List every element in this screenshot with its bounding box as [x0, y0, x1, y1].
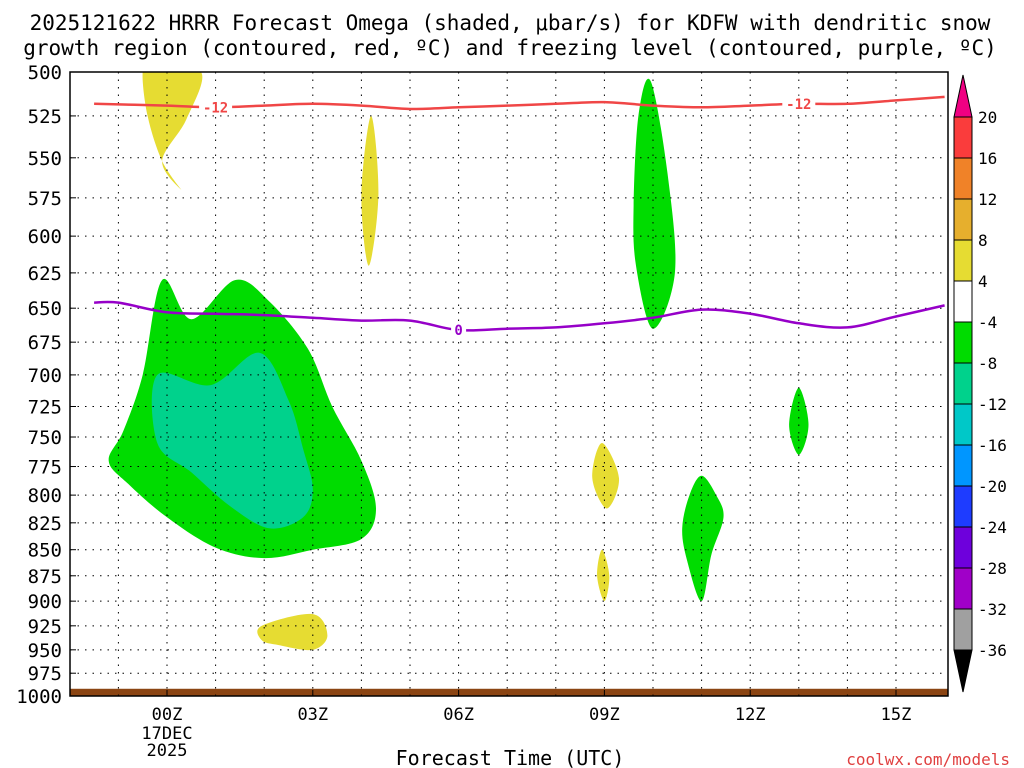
y-tick-label: 600: [28, 226, 62, 248]
y-tick-label: 525: [28, 106, 62, 128]
colorbar-swatch: [953, 403, 973, 446]
contour-label-bg: [199, 99, 233, 116]
x-tick-label: 03Z: [297, 705, 328, 725]
colorbar-label: -20: [978, 477, 1007, 496]
y-tick-label: 500: [28, 62, 62, 84]
x-tick-label: 09Z: [589, 705, 620, 725]
x-tick-label: 15Z: [881, 705, 912, 725]
colorbar-swatch: [953, 280, 973, 323]
shaded-region-teal-main: [151, 352, 313, 529]
y-tick-label: 625: [28, 263, 62, 285]
plot-area: -12 -12 0: [69, 71, 949, 697]
colorbar-label: 4: [978, 272, 988, 291]
shaded-region-green-11z: [682, 475, 724, 602]
colorbar-label: 16: [978, 149, 997, 168]
y-tick-label: 850: [28, 540, 62, 562]
colorbar-label: -16: [978, 436, 1007, 455]
x-tick-label: 06Z: [443, 705, 474, 725]
surface-strip: [70, 688, 948, 696]
y-tick-label: 700: [28, 365, 62, 387]
omega-shading-layer: [70, 72, 948, 696]
colorbar-swatch: [953, 526, 973, 569]
date-label-line2: 2025: [147, 741, 188, 761]
y-tick-label: 950: [28, 640, 62, 662]
y-tick-label: 975: [28, 663, 62, 685]
shaded-region-yellow-09z-a: [592, 443, 620, 509]
watermark: coolwx.com/models: [846, 750, 1010, 768]
colorbar-label: -24: [978, 518, 1007, 537]
colorbar-top-triangle: [953, 74, 973, 118]
colorbar-label: 12: [978, 190, 997, 209]
y-tick-label: 675: [28, 332, 62, 354]
colorbar-swatch: [953, 116, 973, 159]
y-tick-label: 900: [28, 591, 62, 613]
colorbar-swatch: [953, 485, 973, 528]
y-tick-label: 575: [28, 188, 62, 210]
y-tick-label: 875: [28, 566, 62, 588]
colorbar-label: -8: [978, 354, 997, 373]
y-tick-label: 800: [28, 485, 62, 507]
shaded-region-green-13z: [789, 387, 809, 455]
chart-title-line1: 2025121622 HRRR Forecast Omega (shaded, …: [30, 11, 991, 35]
x-tick-label: 12Z: [735, 705, 766, 725]
shaded-region-ascent-yellow-top: [142, 72, 203, 190]
colorbar-swatch: [953, 362, 973, 405]
y-tick-label: 725: [28, 396, 62, 418]
colorbar-label: -12: [978, 395, 1007, 414]
contour-label-dgz-minus12: -12: [786, 97, 811, 113]
y-axis: 500 525 550 575 600 625 650 675 700 725 750 775 800 8…: [16, 62, 76, 708]
y-tick-label: 750: [28, 427, 62, 449]
contour-label-bg: [782, 95, 816, 112]
contour-layer: -12 -12 0: [94, 95, 945, 339]
colorbar-swatch: [953, 321, 973, 364]
y-tick-label: 1000: [16, 686, 62, 708]
shaded-region-yellow-02z-bottom: [257, 613, 328, 651]
y-tick-label: 775: [28, 457, 62, 479]
y-tick-label: 925: [28, 616, 62, 638]
colorbar-swatch: [953, 157, 973, 200]
chart-title-line2: growth region (contoured, red, ºC) and f…: [23, 36, 997, 60]
colorbar-label: -28: [978, 559, 1007, 578]
colorbar-swatch: [953, 239, 973, 282]
x-axis-title: Forecast Time (UTC): [396, 746, 625, 768]
colorbar-label: -36: [978, 641, 1007, 660]
x-tick-label: 00Z: [152, 705, 183, 725]
contour-label-freezing-level-0: 0: [454, 323, 462, 339]
shaded-region-green-10z-upper: [633, 78, 676, 329]
x-axis: 00Z 03Z 06Z 09Z 12Z 15Z: [152, 690, 912, 725]
y-tick-label: 825: [28, 513, 62, 535]
colorbar-bottom-triangle: [953, 649, 973, 693]
y-tick-label: 650: [28, 298, 62, 320]
date-label-line1: 17DEC: [141, 724, 192, 744]
colorbar: -36 -32 -28 -24 -20 -16 -12 -8 -4 4 8 12 16 20: [953, 74, 1007, 693]
plot-frame: [69, 71, 949, 697]
y-tick-label: 550: [28, 148, 62, 170]
colorbar-swatch: [953, 608, 973, 651]
colorbar-swatch: [953, 198, 973, 241]
contour-label-bg: [451, 322, 467, 339]
contour-label-dgz-minus12: -12: [203, 100, 228, 116]
colorbar-label: -32: [978, 600, 1007, 619]
colorbar-swatch: [953, 567, 973, 610]
colorbar-label: 20: [978, 108, 997, 127]
shaded-region-yellow-03z-upper: [361, 115, 379, 266]
colorbar-label: -4: [978, 313, 997, 332]
colorbar-swatch: [953, 444, 973, 487]
contour-line-freezing-level-0: [94, 300, 945, 332]
colorbar-label: 8: [978, 231, 988, 250]
